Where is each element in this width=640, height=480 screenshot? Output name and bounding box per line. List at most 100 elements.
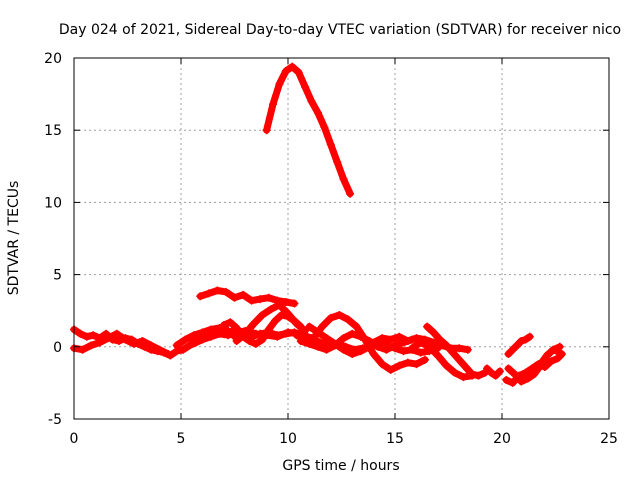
data-point xyxy=(412,360,421,369)
y-tick-label: 15 xyxy=(44,123,62,139)
series-track xyxy=(483,365,504,380)
y-tick-label: 20 xyxy=(44,51,62,67)
data-point xyxy=(420,355,429,364)
data-point xyxy=(346,189,355,198)
data-point xyxy=(403,358,412,367)
data-point xyxy=(335,311,344,320)
data-point xyxy=(258,311,267,320)
data-point xyxy=(508,345,517,354)
data-point xyxy=(155,345,164,354)
data-point xyxy=(213,286,222,295)
data-point xyxy=(264,293,273,302)
data-point xyxy=(251,339,260,348)
data-point xyxy=(339,175,348,184)
data-point xyxy=(343,315,352,324)
data-point xyxy=(448,348,457,357)
y-tick-label: 0 xyxy=(53,340,62,356)
data-point xyxy=(95,338,104,347)
data-point xyxy=(290,316,299,325)
series-track-4 xyxy=(70,329,173,359)
chart-title: Day 024 of 2021, Sidereal Day-to-day VTE… xyxy=(59,22,621,38)
data-point xyxy=(281,66,290,75)
data-point xyxy=(258,335,267,344)
data-point xyxy=(172,341,181,350)
data-point xyxy=(138,337,147,346)
x-tick-label: 0 xyxy=(70,431,79,447)
y-axis-label: SDTVAR / TECUs xyxy=(6,181,22,296)
data-point xyxy=(521,368,530,377)
y-tick-label: 5 xyxy=(53,268,62,284)
data-point xyxy=(284,312,292,321)
data-point xyxy=(369,350,378,359)
x-tick-label: 10 xyxy=(279,431,297,447)
data-point xyxy=(495,367,504,376)
data-point xyxy=(391,344,399,353)
data-point xyxy=(296,322,305,331)
data-point xyxy=(412,334,421,343)
series-track-18 xyxy=(504,332,534,359)
data-point xyxy=(433,351,442,360)
data-point xyxy=(530,368,539,377)
data-point xyxy=(555,342,564,351)
data-point xyxy=(273,331,282,340)
data-point xyxy=(423,322,432,331)
data-point xyxy=(429,328,438,337)
data-point xyxy=(502,376,511,385)
data-point xyxy=(76,329,85,338)
data-point xyxy=(547,357,556,366)
data-point xyxy=(292,331,301,340)
data-point xyxy=(164,350,173,359)
data-point xyxy=(226,318,235,327)
data-point xyxy=(468,371,477,380)
data-point xyxy=(189,331,198,340)
data-point xyxy=(239,332,248,341)
data-point xyxy=(245,337,254,346)
data-point xyxy=(326,140,335,149)
data-point xyxy=(450,368,459,377)
data-point xyxy=(339,345,348,354)
data-point xyxy=(333,157,342,166)
data-point xyxy=(275,300,284,309)
data-point xyxy=(87,341,96,350)
data-point xyxy=(179,345,188,354)
data-point xyxy=(305,339,314,348)
data-point xyxy=(491,371,500,380)
data-point xyxy=(356,332,365,341)
data-point xyxy=(339,334,348,343)
data-point xyxy=(247,296,256,305)
data-point xyxy=(281,329,290,338)
data-point xyxy=(483,364,492,373)
data-point xyxy=(307,97,316,106)
x-tick-label: 15 xyxy=(386,431,404,447)
data-point xyxy=(288,62,297,71)
data-point xyxy=(104,334,113,343)
data-point xyxy=(517,377,526,386)
y-tick-label: -5 xyxy=(48,412,62,428)
data-point xyxy=(256,295,265,304)
data-point xyxy=(196,334,205,343)
data-point xyxy=(504,364,513,373)
data-point xyxy=(147,341,156,350)
data-point xyxy=(504,350,513,359)
data-point xyxy=(386,365,395,374)
data-point xyxy=(403,337,412,346)
data-point xyxy=(204,289,213,298)
data-point xyxy=(536,360,545,369)
data-point xyxy=(271,316,280,325)
data-point xyxy=(78,345,87,354)
data-point xyxy=(386,335,395,344)
data-point xyxy=(269,100,278,109)
data-point xyxy=(378,334,387,343)
data-point xyxy=(313,328,322,337)
data-point xyxy=(395,332,404,341)
data-point xyxy=(521,335,530,344)
data-point xyxy=(290,299,299,308)
data-point xyxy=(512,341,521,350)
x-tick-label: 25 xyxy=(600,431,618,447)
data-point xyxy=(523,374,532,383)
series-track xyxy=(263,63,354,198)
data-point xyxy=(455,344,464,353)
data-point xyxy=(230,293,239,302)
y-tick-label: 10 xyxy=(44,195,62,211)
